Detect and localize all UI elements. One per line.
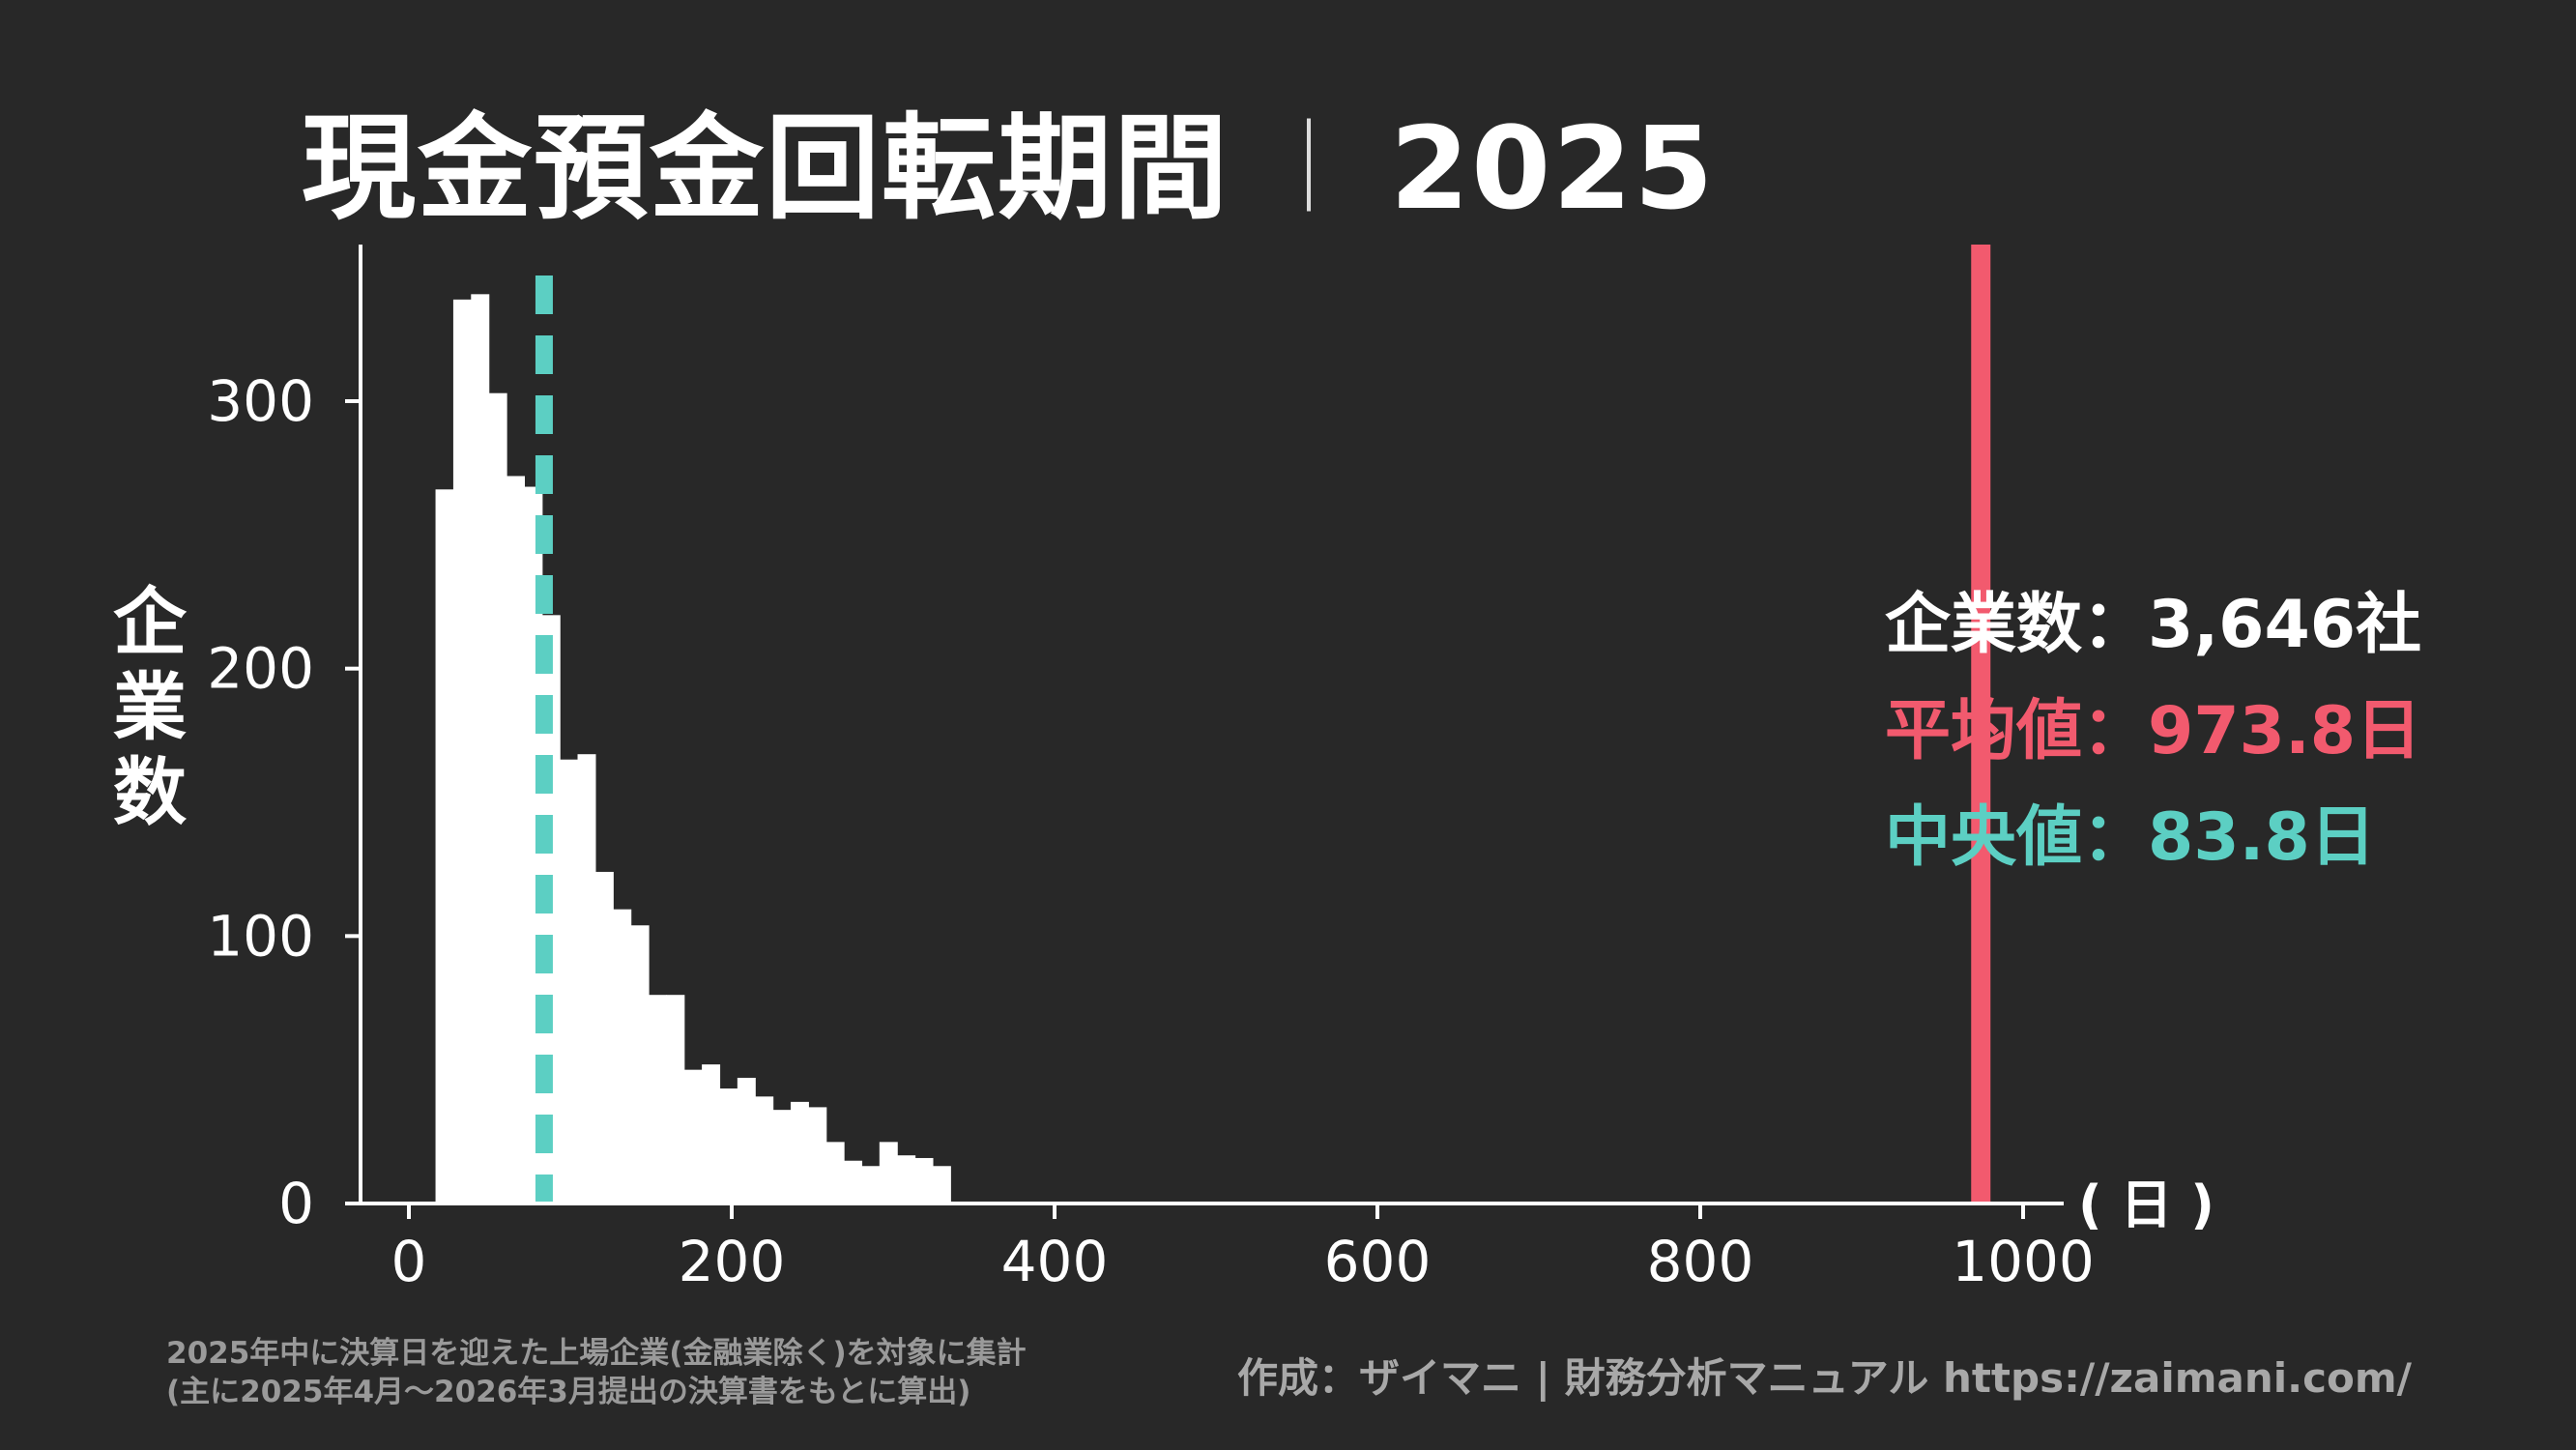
stats-panel: 企業数：3,646社 平均値：973.8日 中央値：83.8日 bbox=[1885, 572, 2421, 891]
credit-text: 作成：ザイマニ | 財務分析マニュアル https://zaimani.com/ bbox=[1237, 1354, 2412, 1402]
footnote-line: (主に2025年4月～2026年3月提出の決算書をもとに算出) bbox=[166, 1375, 971, 1409]
histogram-bar bbox=[594, 871, 614, 1204]
title-separator: ｜ bbox=[1262, 114, 1358, 222]
y-axis-label-char: 業 bbox=[113, 664, 187, 750]
histogram-bar bbox=[808, 1107, 827, 1204]
y-tick-label: 200 bbox=[207, 636, 314, 702]
histogram-bar bbox=[560, 759, 579, 1204]
histogram-bar bbox=[702, 1064, 721, 1204]
x-axis-unit-label: ( 日 ) bbox=[2078, 1174, 2214, 1235]
histogram-bar bbox=[825, 1142, 845, 1204]
histogram-bar bbox=[648, 995, 667, 1204]
chart-title: 現金預金回転期間 ｜ 2025 bbox=[302, 75, 1715, 241]
histogram-bar bbox=[861, 1166, 881, 1204]
histogram-bar bbox=[755, 1096, 774, 1204]
footnote-line: 2025年中に決算日を迎えた上場企業(金融業除く)を対象に集計 bbox=[166, 1336, 1027, 1371]
x-tick-label: 800 bbox=[1647, 1229, 1754, 1294]
y-axis-label-char: 数 bbox=[113, 749, 187, 835]
histogram-bar bbox=[719, 1088, 738, 1204]
histogram-bar bbox=[879, 1142, 898, 1204]
histogram-bar bbox=[932, 1166, 951, 1204]
histogram-bar bbox=[737, 1077, 756, 1204]
reference-lines-group bbox=[535, 245, 1991, 1204]
y-tick-label: 0 bbox=[278, 1171, 314, 1236]
stats-mean: 平均値：973.8日 bbox=[1885, 693, 2422, 769]
x-tick-label: 400 bbox=[1001, 1229, 1109, 1294]
histogram-bar bbox=[666, 995, 685, 1204]
x-tick-label: 0 bbox=[391, 1229, 427, 1294]
bars-group bbox=[435, 294, 951, 1204]
histogram-bar bbox=[488, 392, 507, 1204]
histogram-bar bbox=[772, 1110, 792, 1204]
stats-median: 中央値：83.8日 bbox=[1885, 799, 2376, 876]
histogram-bar bbox=[452, 299, 472, 1204]
title-text: 現金預金回転期間 bbox=[302, 102, 1230, 235]
histogram-bar bbox=[435, 489, 454, 1204]
title-year: 2025 bbox=[1390, 102, 1716, 235]
histogram-bar bbox=[613, 909, 632, 1204]
histogram-bar bbox=[577, 754, 596, 1204]
histogram-bar bbox=[630, 925, 650, 1204]
x-tick-label: 1000 bbox=[1952, 1229, 2095, 1294]
histogram-bar bbox=[897, 1155, 916, 1204]
y-tick-label: 100 bbox=[207, 903, 314, 969]
x-tick-label: 600 bbox=[1324, 1229, 1432, 1294]
y-axis-label-char: 企 bbox=[113, 579, 187, 665]
histogram-bar bbox=[914, 1157, 934, 1204]
histogram-bar bbox=[683, 1069, 703, 1204]
histogram-bar bbox=[471, 294, 490, 1204]
footnote: 2025年中に決算日を迎えた上場企業(金融業除く)を対象に集計 (主に2025年… bbox=[166, 1334, 1027, 1411]
axes-group: 0 200 400 600 800 1000 0 100 200 300 ( 日 ) bbox=[207, 245, 2214, 1294]
y-tick-label: 300 bbox=[207, 368, 314, 434]
stats-count: 企業数：3,646社 bbox=[1885, 587, 2422, 663]
y-axis-label: 企 業 数 bbox=[106, 580, 193, 835]
histogram-bar bbox=[790, 1101, 809, 1204]
histogram-bar bbox=[844, 1160, 863, 1204]
x-tick-label: 200 bbox=[679, 1229, 786, 1294]
histogram-bar bbox=[507, 476, 526, 1204]
